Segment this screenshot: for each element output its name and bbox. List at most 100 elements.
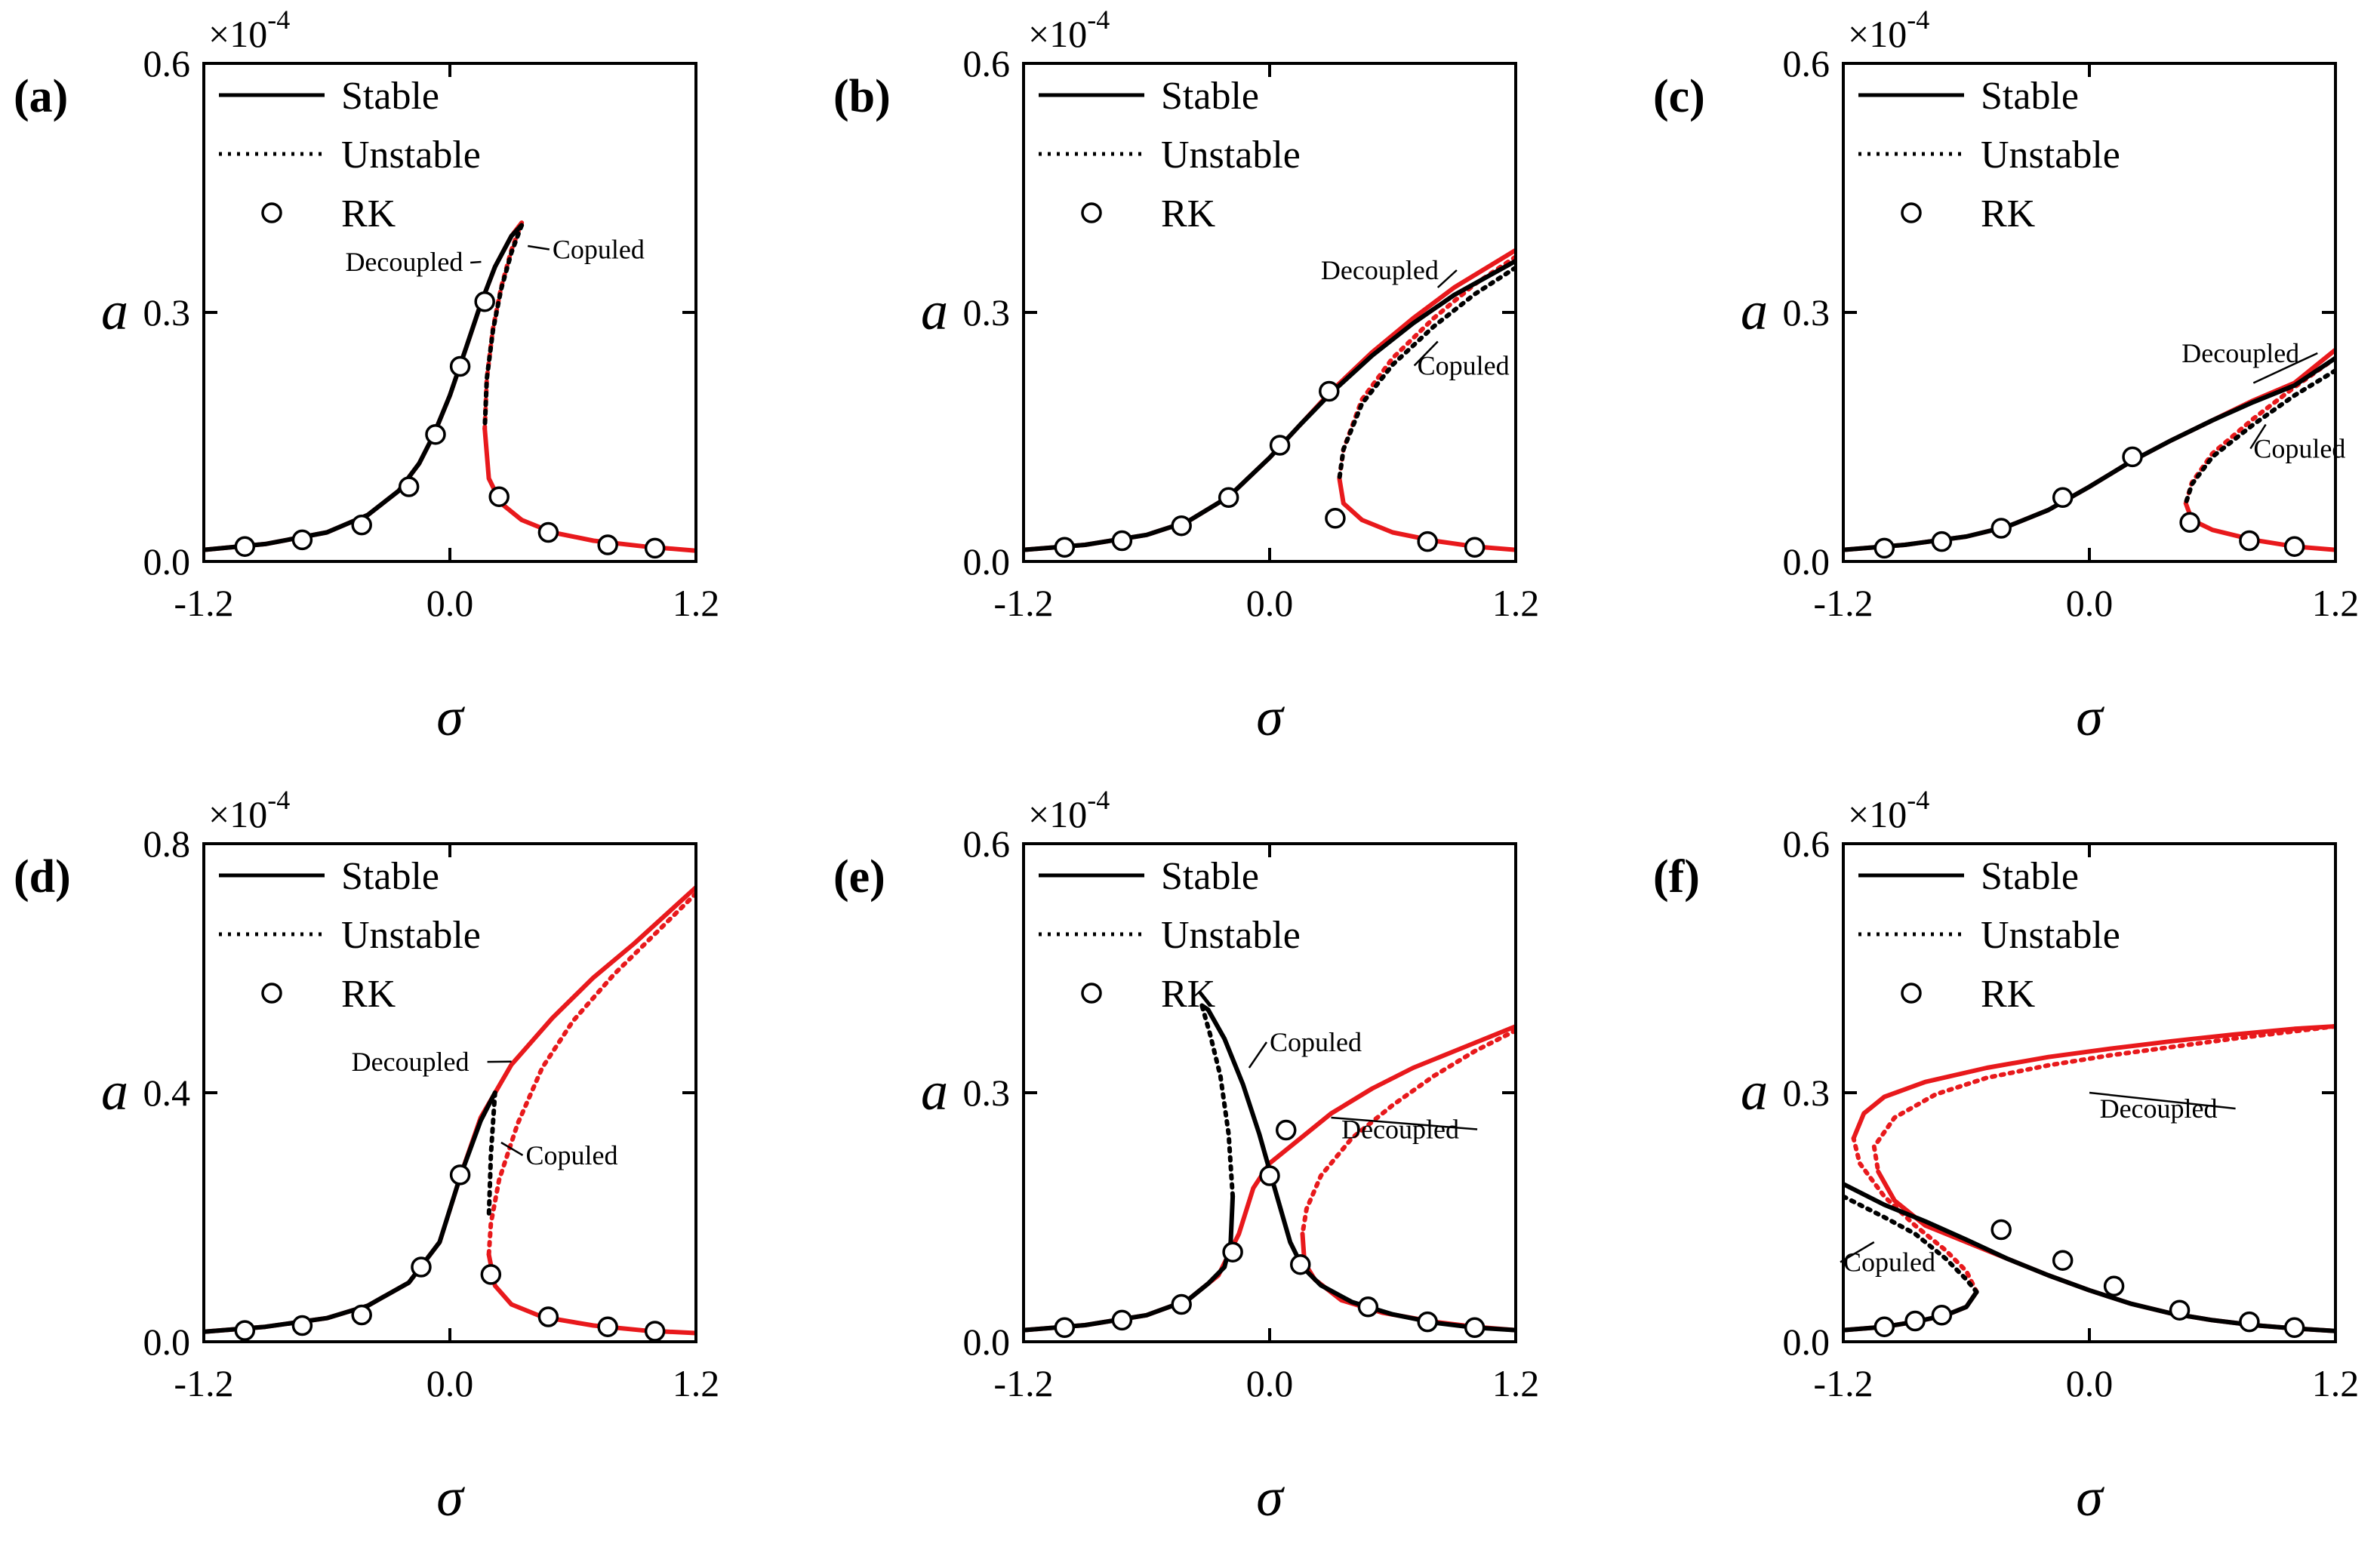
coupled-stable-curve bbox=[1024, 258, 1516, 552]
rk-point bbox=[1319, 380, 1340, 402]
decoupled-annotation: Decoupled bbox=[352, 1047, 470, 1077]
x-tick-label: 1.2 bbox=[673, 1362, 720, 1404]
y-tick-label: 0.0 bbox=[1783, 1321, 1830, 1363]
legend-unstable-label: Unstable bbox=[1981, 914, 2120, 957]
legend-rk-label: RK bbox=[1161, 192, 1216, 235]
x-tick-label: 1.2 bbox=[2312, 1362, 2360, 1404]
panel-d: -1.2 0.0 1.20.00.40.8×10-4σa(d) StableUnsta… bbox=[14, 785, 719, 1527]
axis-multiplier: ×10-4 bbox=[1028, 785, 1110, 835]
y-tick-label: 0.6 bbox=[963, 823, 1011, 865]
y-axis-label: a bbox=[921, 1061, 948, 1121]
rk-point bbox=[291, 1315, 313, 1336]
panel-label: (b) bbox=[833, 71, 891, 122]
panel-c: -1.2 0.0 1.20.00.30.6×10-4σa(c) StableUnsta… bbox=[1653, 5, 2359, 747]
decoupled-unstable-curve bbox=[486, 891, 696, 1257]
legend-rk-label: RK bbox=[341, 973, 396, 1016]
rk-point bbox=[1222, 1241, 1243, 1263]
rk-point bbox=[1111, 1309, 1133, 1331]
decoupled-annotation: Decoupled bbox=[1321, 255, 1439, 285]
annotation-leader bbox=[2089, 1091, 2236, 1110]
rk-point bbox=[537, 1306, 559, 1327]
coupled-unstable-curve bbox=[482, 223, 525, 431]
y-tick-label: 0.0 bbox=[963, 1321, 1011, 1363]
panel-label: (a) bbox=[14, 71, 68, 122]
y-axis-label: a bbox=[1741, 1061, 1768, 1121]
y-axis-label: a bbox=[101, 281, 128, 341]
legend-stable-label: Stable bbox=[1161, 855, 1259, 898]
rk-point bbox=[2169, 1299, 2191, 1321]
annotation-leader bbox=[1840, 1241, 1875, 1263]
y-tick-label: 0.0 bbox=[963, 540, 1011, 583]
annotation-leader bbox=[2249, 423, 2267, 450]
rk-point bbox=[1259, 1165, 1280, 1186]
rk-point bbox=[1218, 487, 1239, 509]
legend-unstable-label: Unstable bbox=[341, 134, 481, 177]
x-axis-label: σ bbox=[1256, 1467, 1285, 1527]
rk-point bbox=[1874, 537, 1895, 559]
x-tick-label: 0.0 bbox=[1246, 1362, 1294, 1404]
rk-point bbox=[1417, 1311, 1438, 1333]
y-tick-label: 0.3 bbox=[1783, 1072, 1830, 1114]
axis-multiplier: ×10-4 bbox=[1848, 785, 1929, 835]
decoupled-stable-curve bbox=[482, 426, 696, 553]
decoupled-annotation: Decoupled bbox=[2100, 1093, 2218, 1124]
decoupled-unstable-curve bbox=[2183, 355, 2335, 506]
annotation-leader bbox=[1413, 340, 1439, 367]
rk-point bbox=[398, 476, 420, 497]
rk-point bbox=[1464, 537, 1486, 558]
axis-multiplier-exponent: -4 bbox=[267, 785, 290, 815]
legend: Stable Unstable RK bbox=[219, 855, 481, 1016]
rk-point bbox=[1991, 1219, 2012, 1241]
y-tick-label: 0.3 bbox=[963, 1072, 1011, 1114]
y-tick-label: 0.6 bbox=[963, 42, 1011, 85]
legend-rk-label: RK bbox=[1981, 973, 2036, 1016]
rk-point bbox=[449, 355, 471, 377]
decoupled-stable-curve bbox=[1024, 248, 1516, 552]
rk-point bbox=[2179, 512, 2200, 534]
rk-point bbox=[1417, 531, 1438, 552]
axis-multiplier: ×10-4 bbox=[208, 5, 290, 55]
legend-rk-marker bbox=[1081, 983, 1102, 1004]
curves bbox=[1843, 1024, 2335, 1333]
legend-rk-label: RK bbox=[1161, 973, 1216, 1016]
decoupled-annotation: Decoupled bbox=[2181, 338, 2299, 368]
x-tick-label: -1.2 bbox=[1813, 1362, 1873, 1404]
rk-point bbox=[644, 1321, 666, 1342]
y-tick-label: 0.3 bbox=[143, 291, 191, 334]
rk-point bbox=[234, 536, 256, 557]
legend-rk-label: RK bbox=[341, 192, 396, 235]
rk-point bbox=[1269, 435, 1291, 456]
legend: Stable Unstable RK bbox=[1858, 855, 2120, 1016]
decoupled-unstable-curve bbox=[1851, 1136, 1979, 1294]
legend-unstable-label: Unstable bbox=[1161, 914, 1301, 957]
curves bbox=[1024, 248, 1516, 552]
rk-point bbox=[2283, 1317, 2305, 1339]
legend-unstable-label: Unstable bbox=[1981, 134, 2120, 177]
coupled-annotation: Copuled bbox=[526, 1140, 618, 1170]
legend-stable-label: Stable bbox=[1981, 855, 2079, 898]
rk-point bbox=[1171, 515, 1192, 537]
annotation-leader bbox=[470, 260, 482, 264]
legend-rk-marker bbox=[1901, 983, 1922, 1004]
axis-multiplier-exponent: -4 bbox=[1907, 5, 1929, 35]
legend-unstable-label: Unstable bbox=[341, 914, 481, 957]
x-tick-label: 0.0 bbox=[2066, 582, 2114, 624]
x-tick-label: 1.2 bbox=[1492, 582, 1540, 624]
x-tick-label: 0.0 bbox=[426, 582, 474, 624]
y-tick-label: 0.6 bbox=[1783, 823, 1830, 865]
x-tick-label: -1.2 bbox=[174, 1362, 233, 1404]
axis-multiplier-exponent: -4 bbox=[1087, 5, 1110, 35]
rk-point bbox=[2052, 1250, 2074, 1271]
axis-multiplier-exponent: -4 bbox=[1907, 785, 1929, 815]
coupled-annotation: Copuled bbox=[1418, 351, 1510, 381]
rk-point bbox=[449, 1164, 471, 1186]
x-tick-label: 1.2 bbox=[1492, 1362, 1540, 1404]
panel-b: -1.2 0.0 1.20.00.30.6×10-4σa(b) StableUnsta… bbox=[833, 5, 1539, 747]
x-tick-label: 0.0 bbox=[2066, 1362, 2114, 1404]
rk-point bbox=[1325, 508, 1346, 529]
panel-label: (f) bbox=[1653, 851, 1700, 903]
rk-point bbox=[1171, 1293, 1192, 1315]
legend: Stable Unstable RK bbox=[1039, 855, 1301, 1016]
x-axis-label: σ bbox=[1256, 687, 1285, 747]
axis-multiplier: ×10-4 bbox=[208, 785, 290, 835]
